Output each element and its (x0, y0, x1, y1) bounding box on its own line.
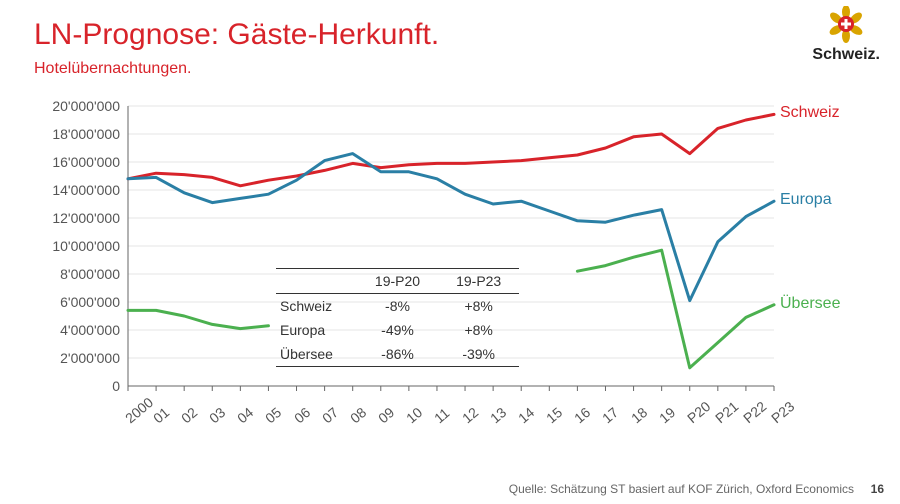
row-schweiz-c1: -8% (357, 294, 438, 319)
th-col2: 19-P23 (438, 269, 519, 294)
row-uebersee-c2: -39% (438, 342, 519, 367)
th-col1: 19-P20 (357, 269, 438, 294)
th-blank (276, 269, 357, 294)
edelweiss-icon (823, 6, 869, 46)
series-label-europa: Europa (780, 191, 832, 209)
row-uebersee-c1: -86% (357, 342, 438, 367)
y-tick-label: 2'000'000 (34, 350, 120, 366)
slide: LN-Prognose: Gäste-Herkunft. Hotelüberna… (0, 0, 900, 504)
slide-subtitle: Hotelübernachtungen. (34, 60, 191, 78)
slide-title: LN-Prognose: Gäste-Herkunft. (34, 18, 439, 52)
chart: 0 2'000'000 4'000'000 6'000'000 8'000'000 10'… (34, 96, 834, 426)
series-label-übersee: Übersee (780, 295, 840, 313)
y-tick-label: 16'000'000 (34, 154, 120, 170)
row-schweiz-label: Schweiz (276, 294, 357, 319)
y-tick-label: 18'000'000 (34, 126, 120, 142)
row-europa-label: Europa (276, 318, 357, 342)
change-table: 19-P20 19-P23 Schweiz -8% +8% Europa -49… (276, 268, 519, 367)
row-europa-c2: +8% (438, 318, 519, 342)
row-uebersee-label: Übersee (276, 342, 357, 367)
brand-logo: Schweiz. (812, 6, 880, 64)
y-tick-label: 14'000'000 (34, 182, 120, 198)
y-tick-label: 12'000'000 (34, 210, 120, 226)
chart-svg (34, 96, 834, 426)
brand-text: Schweiz. (812, 46, 880, 64)
y-tick-label: 0 (34, 378, 120, 394)
y-tick-label: 4'000'000 (34, 322, 120, 338)
row-schweiz-c2: +8% (438, 294, 519, 319)
row-europa-c1: -49% (357, 318, 438, 342)
y-tick-label: 10'000'000 (34, 238, 120, 254)
page-number: 16 (871, 482, 884, 496)
y-tick-label: 6'000'000 (34, 294, 120, 310)
y-tick-label: 8'000'000 (34, 266, 120, 282)
y-tick-label: 20'000'000 (34, 98, 120, 114)
series-label-schweiz: Schweiz (780, 104, 840, 122)
source-text: Quelle: Schätzung ST basiert auf KOF Zür… (509, 482, 854, 496)
